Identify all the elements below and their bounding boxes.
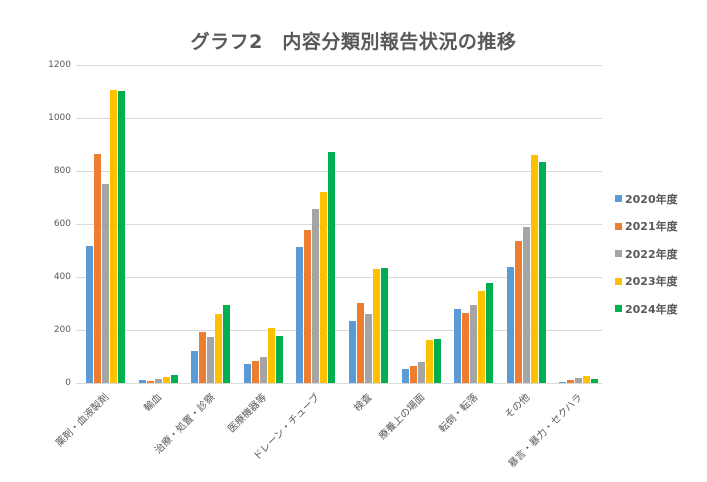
bar	[486, 283, 494, 383]
gridline	[76, 383, 602, 384]
bar	[86, 245, 93, 383]
legend-item: 2022年度	[615, 240, 678, 268]
bar	[102, 183, 109, 383]
bar	[454, 309, 462, 383]
legend-label: 2023年度	[625, 275, 678, 289]
gridline	[76, 224, 602, 225]
legend-item: 2020年度	[615, 185, 678, 213]
bar	[110, 89, 117, 383]
bar	[320, 191, 328, 383]
gridline	[76, 171, 602, 172]
bar	[243, 363, 251, 383]
bar	[191, 350, 199, 383]
bar	[478, 291, 486, 383]
gridline	[76, 65, 602, 66]
bar	[373, 269, 380, 383]
bar	[312, 208, 320, 383]
bar	[409, 366, 417, 383]
legend-item: 2023年度	[615, 268, 678, 296]
legend-swatch-icon	[615, 222, 622, 230]
legend-swatch-icon	[615, 195, 622, 203]
bar	[567, 380, 575, 383]
y-tick-label: 800	[53, 166, 71, 176]
bar	[328, 151, 336, 383]
x-axis-label: その他	[503, 392, 533, 422]
bar	[365, 314, 372, 383]
bar	[538, 161, 546, 383]
legend: 2020年度 2021年度 2022年度 2023年度 2024年度	[615, 185, 678, 323]
bar	[514, 240, 522, 383]
bar	[401, 368, 409, 383]
x-axis-label: 医療機器等	[226, 392, 270, 436]
x-axis-label: 薬剤・血液製剤	[54, 392, 112, 450]
bar	[275, 336, 283, 383]
y-tick-label: 400	[53, 272, 71, 282]
bar	[417, 362, 425, 383]
bar	[170, 375, 178, 383]
bar	[94, 154, 101, 383]
gridline	[76, 277, 602, 278]
legend-swatch-icon	[615, 277, 622, 285]
bar	[259, 357, 267, 383]
bar	[251, 361, 259, 383]
bar	[207, 336, 215, 383]
legend-item: 2024年度	[615, 295, 678, 323]
bar	[522, 226, 530, 383]
legend-item: 2021年度	[615, 213, 678, 241]
bar	[138, 380, 146, 383]
bar	[154, 379, 162, 383]
bar	[223, 305, 231, 383]
bar	[462, 313, 470, 383]
legend-label: 2020年度	[625, 192, 678, 206]
bar	[267, 327, 275, 383]
bar	[146, 380, 154, 383]
x-axis-label: 輸血	[142, 392, 165, 414]
bar	[583, 376, 591, 383]
x-axis-label: 転倒・転落	[436, 392, 480, 436]
bar	[199, 332, 207, 383]
legend-label: 2021年度	[625, 220, 678, 234]
legend-swatch-icon	[615, 250, 622, 258]
y-tick-label: 600	[53, 219, 71, 229]
bar	[215, 314, 223, 383]
bar	[381, 267, 388, 383]
bar	[559, 381, 567, 383]
bar	[296, 247, 304, 383]
x-axis-label: 療養上の場面	[377, 392, 428, 443]
bar	[575, 377, 583, 383]
gridline	[76, 330, 602, 331]
bar	[304, 230, 312, 383]
legend-swatch-icon	[615, 305, 622, 313]
y-tick-label: 0	[65, 378, 71, 388]
bar	[357, 302, 364, 383]
x-axis-label: 検査	[352, 392, 375, 414]
bar	[118, 90, 125, 383]
legend-label: 2024年度	[625, 302, 678, 316]
bar	[530, 155, 538, 383]
legend-label: 2022年度	[625, 247, 678, 261]
bar	[349, 320, 356, 383]
bar	[433, 339, 441, 383]
chart-title: グラフ2 内容分類別報告状況の推移	[190, 31, 517, 53]
y-tick-label: 1000	[48, 113, 71, 123]
bar	[425, 340, 433, 383]
y-tick-label: 1200	[48, 60, 71, 70]
bar	[470, 305, 478, 383]
gridline	[76, 118, 602, 119]
bar	[591, 379, 599, 383]
bar	[506, 266, 514, 383]
y-tick-label: 200	[53, 325, 71, 335]
bar	[162, 376, 170, 383]
